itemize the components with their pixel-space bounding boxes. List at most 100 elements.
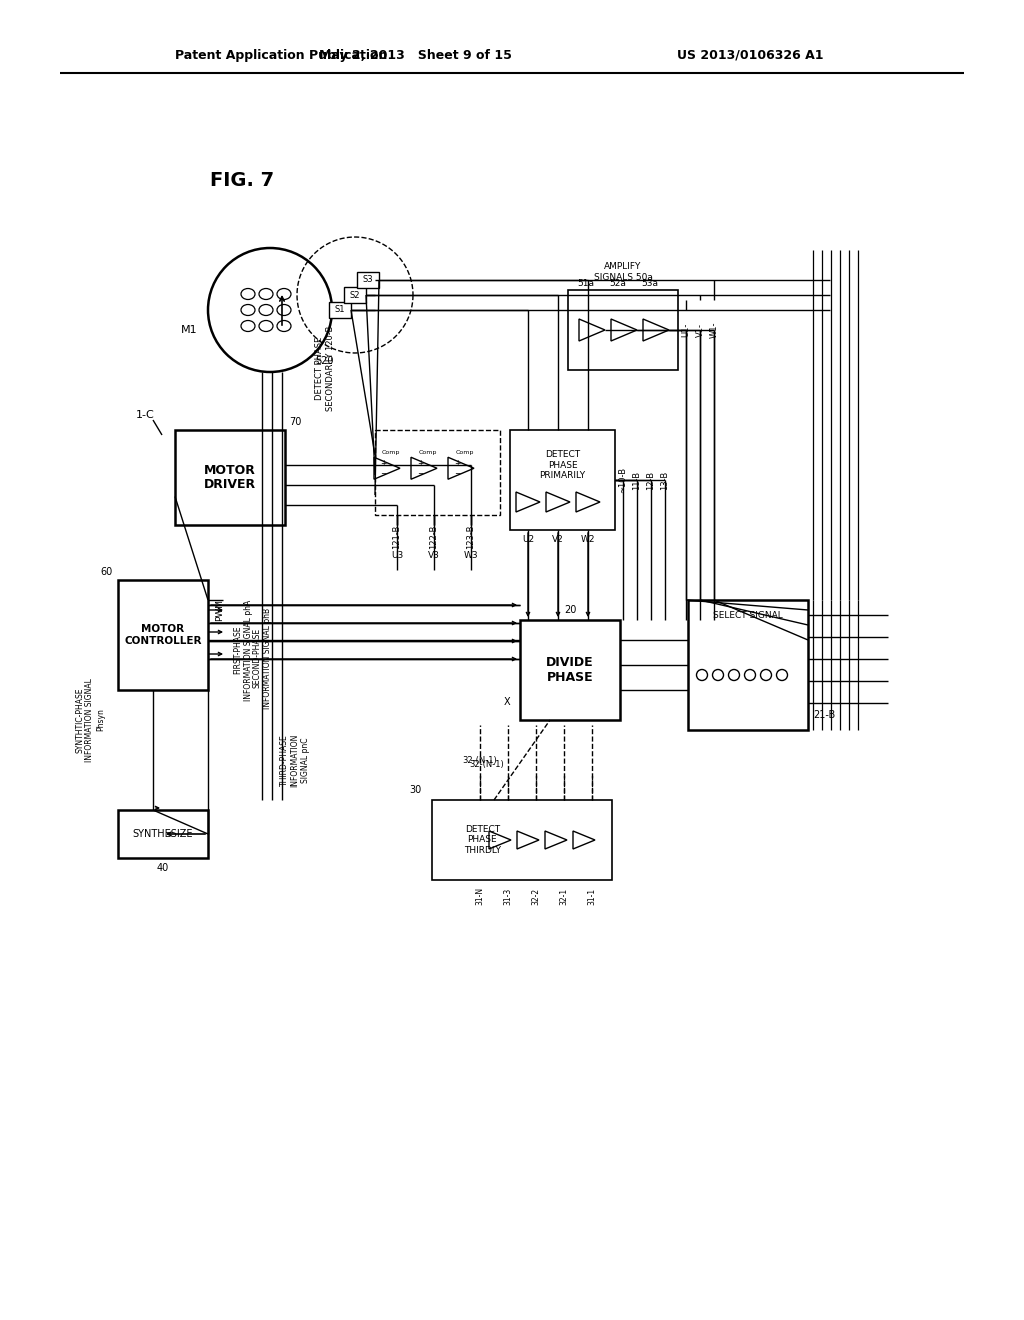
Text: U3: U3	[391, 550, 403, 560]
Text: S1: S1	[335, 305, 345, 314]
Text: FIG. 7: FIG. 7	[210, 170, 274, 190]
Polygon shape	[643, 319, 669, 341]
Polygon shape	[575, 492, 600, 512]
Polygon shape	[516, 492, 540, 512]
Circle shape	[761, 669, 771, 681]
Text: Patent Application Publication: Patent Application Publication	[175, 49, 387, 62]
Text: +: +	[380, 459, 386, 467]
Polygon shape	[573, 832, 595, 849]
Polygon shape	[449, 457, 474, 479]
Text: V3: V3	[428, 550, 440, 560]
Circle shape	[744, 669, 756, 681]
Text: 21-B: 21-B	[813, 710, 836, 719]
Bar	[688, 601, 808, 730]
Text: −: −	[454, 469, 460, 478]
Ellipse shape	[259, 321, 273, 331]
Text: −: −	[417, 469, 423, 478]
Ellipse shape	[259, 289, 273, 300]
Bar	[568, 290, 678, 370]
Bar	[432, 800, 612, 880]
Text: 31-N: 31-N	[475, 887, 484, 906]
Text: S3: S3	[362, 276, 374, 285]
Circle shape	[696, 669, 708, 681]
Text: 70: 70	[289, 417, 301, 426]
Text: S2: S2	[350, 290, 360, 300]
Text: DETECT
PHASE
PRIMARILY: DETECT PHASE PRIMARILY	[540, 450, 586, 480]
Text: W1-: W1-	[710, 322, 719, 338]
Circle shape	[728, 669, 739, 681]
Text: 31-3: 31-3	[504, 887, 512, 904]
Text: 11-B: 11-B	[633, 470, 641, 490]
Text: AMPLIFY
SIGNALS 50a: AMPLIFY SIGNALS 50a	[594, 263, 652, 281]
Ellipse shape	[278, 289, 291, 300]
Text: 31-1: 31-1	[588, 887, 597, 904]
Text: FIRST-PHASE
INFORMATION SIGNAL phA: FIRST-PHASE INFORMATION SIGNAL phA	[233, 599, 253, 701]
Bar	[520, 620, 620, 719]
Ellipse shape	[278, 305, 291, 315]
Text: 20: 20	[564, 605, 577, 615]
Text: 52a: 52a	[609, 280, 627, 289]
Text: US 2013/0106326 A1: US 2013/0106326 A1	[677, 49, 823, 62]
Bar	[329, 302, 351, 318]
Text: Comp: Comp	[456, 450, 474, 455]
Text: 122-B: 122-B	[429, 525, 438, 549]
Text: THIRD-PHASE
INFORMATION
SIGNAL pnC: THIRD-PHASE INFORMATION SIGNAL pnC	[281, 734, 310, 787]
Text: Comp: Comp	[419, 450, 437, 455]
Text: W3: W3	[464, 550, 478, 560]
Circle shape	[208, 248, 332, 372]
Text: U1-: U1-	[682, 323, 690, 337]
Text: 53a: 53a	[641, 280, 658, 289]
Bar	[344, 286, 366, 304]
Ellipse shape	[259, 305, 273, 315]
Bar	[118, 810, 208, 858]
Text: M1: M1	[181, 325, 198, 335]
Text: −: −	[380, 469, 386, 478]
Bar	[510, 430, 615, 531]
Text: DETECT
PHASE
THIRDLY: DETECT PHASE THIRDLY	[464, 825, 501, 855]
Text: 121-B: 121-B	[392, 525, 401, 549]
Ellipse shape	[241, 321, 255, 331]
Text: Comp: Comp	[382, 450, 400, 455]
Text: 32-(N-1): 32-(N-1)	[463, 755, 498, 764]
Polygon shape	[374, 457, 400, 479]
Circle shape	[713, 669, 724, 681]
Ellipse shape	[241, 289, 255, 300]
Polygon shape	[517, 832, 539, 849]
Text: SYNTHTIC-PHASE
INFORMATION SIGNAL
Phsyn: SYNTHTIC-PHASE INFORMATION SIGNAL Phsyn	[75, 678, 104, 762]
Polygon shape	[545, 832, 567, 849]
Text: SELECT SIGNAL: SELECT SIGNAL	[713, 610, 783, 619]
Text: V1-: V1-	[695, 323, 705, 337]
Text: W2: W2	[581, 536, 595, 544]
Ellipse shape	[278, 321, 291, 331]
Polygon shape	[546, 492, 570, 512]
Text: U2: U2	[522, 536, 535, 544]
Text: ~10-B: ~10-B	[618, 467, 628, 494]
Text: 13-B: 13-B	[660, 470, 670, 490]
Polygon shape	[611, 319, 637, 341]
Text: 60: 60	[100, 568, 113, 577]
Bar	[375, 430, 500, 515]
Bar	[357, 272, 379, 288]
Bar	[118, 579, 208, 690]
Polygon shape	[579, 319, 605, 341]
Text: 12-B: 12-B	[646, 470, 655, 490]
Polygon shape	[489, 832, 511, 849]
Text: MOTOR
CONTROLLER: MOTOR CONTROLLER	[124, 624, 202, 645]
Text: 1-C: 1-C	[135, 411, 155, 420]
Text: +: +	[454, 459, 460, 467]
Text: DETECT PHASE
SECONDARILY 120-B: DETECT PHASE SECONDARILY 120-B	[315, 325, 335, 411]
Polygon shape	[411, 457, 437, 479]
Circle shape	[776, 669, 787, 681]
Text: PWM: PWM	[215, 599, 224, 620]
Text: S20: S20	[315, 356, 334, 366]
Bar	[175, 430, 285, 525]
Text: 32-(N-1): 32-(N-1)	[470, 760, 505, 770]
Text: May 2, 2013   Sheet 9 of 15: May 2, 2013 Sheet 9 of 15	[318, 49, 511, 62]
Text: 32-2: 32-2	[531, 887, 541, 904]
Text: V2: V2	[552, 536, 564, 544]
Text: +: +	[417, 459, 423, 467]
Text: SECOND-PHASE
INFORMATION SIGNAL phB: SECOND-PHASE INFORMATION SIGNAL phB	[252, 607, 271, 709]
Text: SYNTHESIZE: SYNTHESIZE	[133, 829, 194, 840]
Text: 40: 40	[157, 863, 169, 873]
Text: 30: 30	[410, 785, 422, 795]
